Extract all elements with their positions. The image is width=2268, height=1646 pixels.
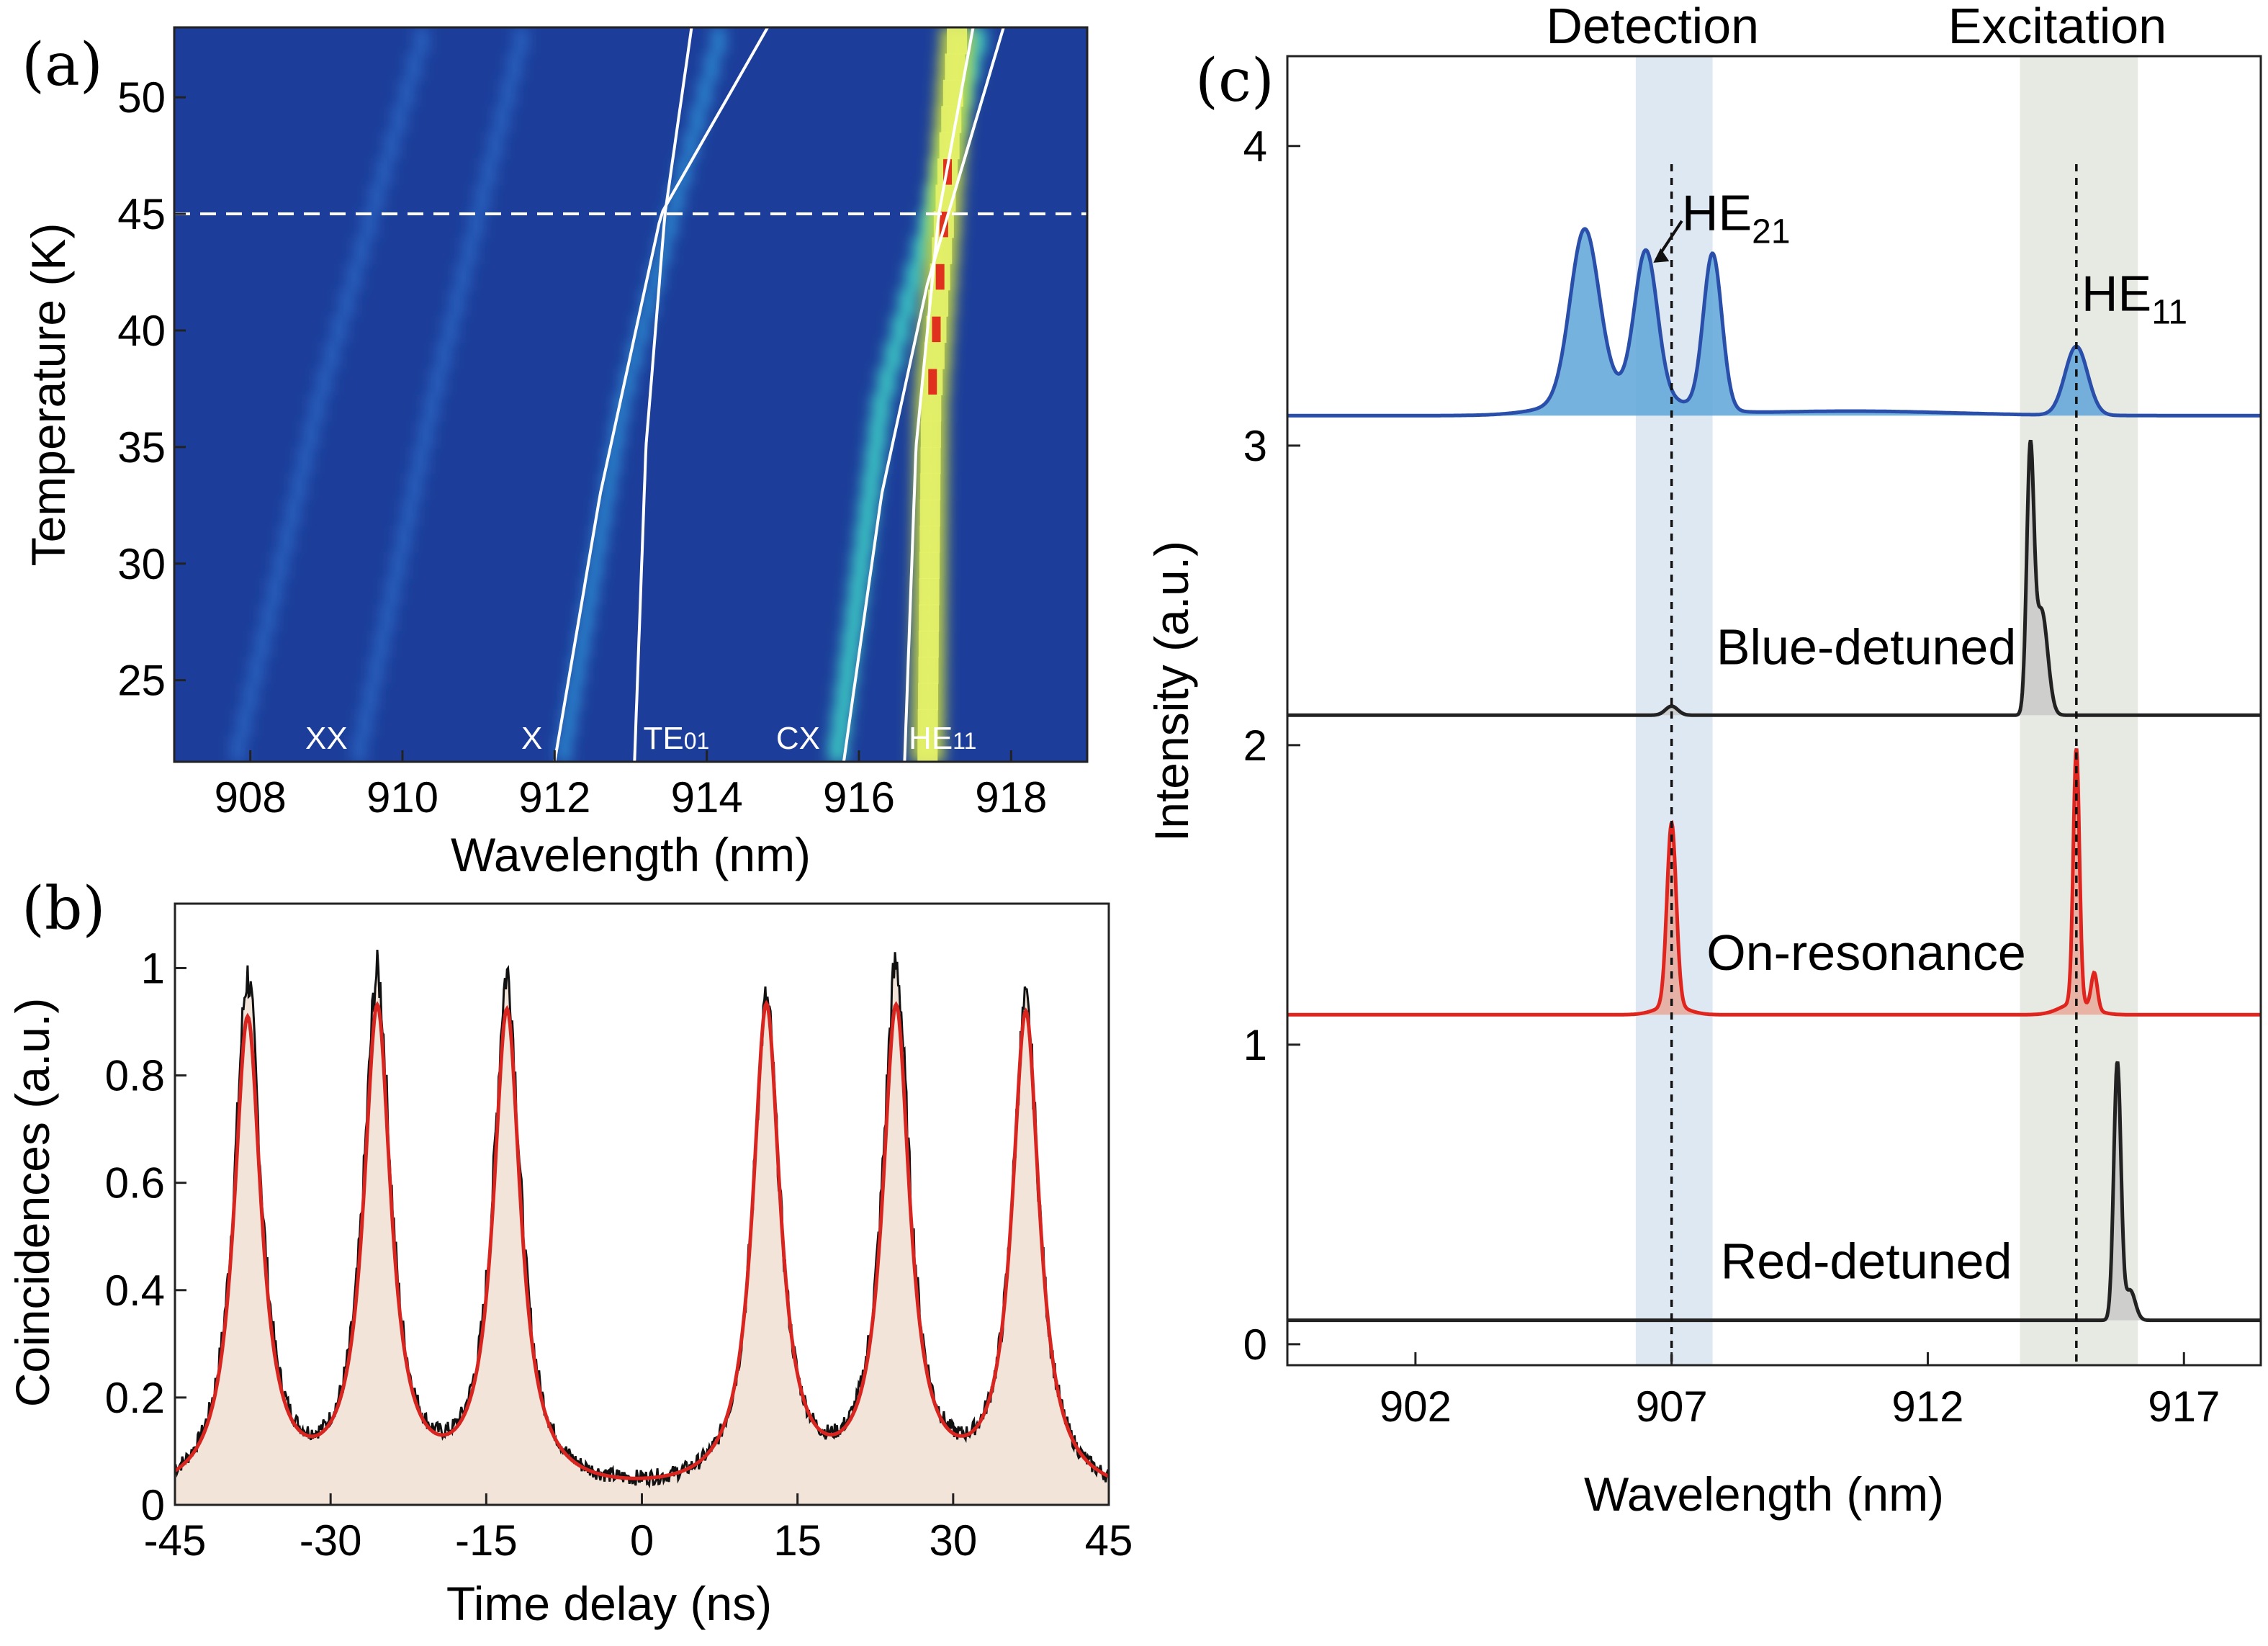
- panel-c-dashed-lines: [1670, 164, 2078, 1365]
- y-tick-label: 1: [141, 944, 165, 992]
- panel-c: (c) Detection Excitation HE21 HE11 Blue-det…: [1145, 0, 2262, 1521]
- x-tick-label: 907: [1636, 1382, 1708, 1431]
- y-tick-label: 0.8: [105, 1052, 165, 1100]
- panel-c-series-labels: HE21 HE11 Blue-detuned On-resonance Red-detu…: [1653, 184, 2187, 1289]
- panel-a-frame: [173, 26, 1089, 763]
- heatmap-ridge-x-weak: [352, 27, 528, 762]
- x-tick-label: -15: [455, 1516, 518, 1565]
- x-tick-label: 30: [929, 1516, 977, 1565]
- annotation-he11: HE11: [909, 721, 976, 756]
- y-tick-label: 4: [1243, 122, 1267, 171]
- panel-b: (b) -45 -30 -15 0 15 30 45 0 0.2 0.4 0.6 0.8 1 Time…: [6, 875, 1133, 1630]
- panel-a-y-ticks: 25 30 35 40 45 50: [117, 73, 186, 705]
- x-tick-label: 912: [1891, 1382, 1963, 1431]
- panel-a-label: (a): [22, 31, 103, 99]
- x-tick-label: 902: [1380, 1382, 1452, 1431]
- y-tick-label: 50: [117, 73, 166, 122]
- label-blue-detuned: Blue-detuned: [1716, 619, 2016, 675]
- y-tick-label: 2: [1243, 721, 1267, 770]
- x-tick-label: 910: [366, 773, 438, 822]
- x-tick-label: -30: [300, 1516, 362, 1565]
- panel-b-x-ticks: -45 -30 -15 0 15 30 45: [144, 1493, 1133, 1565]
- y-tick-label: 0.6: [105, 1159, 165, 1207]
- model-curve-he11: [903, 27, 975, 762]
- label-red-detuned: Red-detuned: [1721, 1233, 2012, 1289]
- panel-c-spectra: [1287, 227, 2261, 1323]
- model-curve-cx: [842, 27, 1005, 762]
- x-tick-label: 918: [975, 773, 1047, 822]
- panel-b-x-axis-label: Time delay (ns): [446, 1577, 772, 1630]
- annotation-x: X: [521, 721, 542, 756]
- band-label-detection: Detection: [1546, 0, 1759, 54]
- panel-c-label: (c): [1195, 47, 1274, 115]
- arrowhead-icon: [1653, 248, 1670, 263]
- y-tick-label: 45: [117, 190, 166, 238]
- y-tick-label: 40: [117, 307, 166, 355]
- spectrum-line-blue-detuned-1: [1287, 439, 2261, 717]
- y-tick-label: 0.4: [105, 1267, 165, 1315]
- panel-c-x-axis-label: Wavelength (nm): [1584, 1467, 1944, 1521]
- coincidence-fit-curve: [175, 999, 1109, 1480]
- panel-a-x-axis-label: Wavelength (nm): [451, 828, 811, 881]
- annotation-cx: CX: [776, 721, 820, 756]
- y-tick-label: 35: [117, 423, 166, 472]
- label-he21: HE21: [1682, 184, 1791, 251]
- panel-c-y-ticks: 0 1 2 3 4: [1243, 122, 1300, 1369]
- y-tick-label: 0.2: [105, 1374, 165, 1422]
- x-tick-label: 912: [518, 773, 590, 822]
- panel-b-frame: [174, 902, 1110, 1506]
- spectrum-line-he-0: [1287, 227, 2261, 418]
- spectrum-line-red-detuned-3: [1287, 1061, 2261, 1323]
- label-on-resonance: On-resonance: [1706, 925, 2026, 981]
- panel-c-frame: [1286, 55, 2262, 1367]
- panel-c-y-axis-label: Intensity (a.u.): [1145, 541, 1198, 842]
- y-tick-label: 1: [1243, 1021, 1267, 1069]
- x-tick-label: 917: [2148, 1382, 2220, 1431]
- model-curve-te01: [633, 27, 693, 762]
- x-tick-label: 0: [630, 1516, 654, 1565]
- panel-a-x-ticks: 908 910 912 914 916 918: [215, 750, 1047, 822]
- heatmap-ridge-xx: [230, 27, 429, 762]
- panel-a-annotations: XX X TE01 CX HE11: [305, 721, 976, 756]
- panel-b-plot-area: [175, 950, 1109, 1505]
- y-tick-label: 30: [117, 540, 166, 588]
- annotation-te01: TE01: [643, 721, 709, 756]
- x-tick-label: 15: [773, 1516, 822, 1565]
- label-he11: HE11: [2082, 266, 2187, 332]
- x-tick-label: 45: [1085, 1516, 1133, 1565]
- y-tick-label: 0: [1243, 1321, 1267, 1369]
- panel-c-x-ticks: 902 907 912 917: [1380, 1352, 2220, 1431]
- model-curve-x: [553, 27, 769, 762]
- x-tick-label: -45: [144, 1516, 207, 1565]
- x-tick-label: 908: [215, 773, 287, 822]
- panel-b-y-ticks: 0 0.2 0.4 0.6 0.8 1: [105, 944, 186, 1529]
- spectrum-line-on-resonance-2: [1287, 748, 2261, 1017]
- x-tick-label: 916: [823, 773, 895, 822]
- y-tick-label: 25: [117, 657, 166, 705]
- panel-b-y-axis-label: Coincidences (a.u.): [6, 998, 59, 1408]
- panel-a: (a) XX X TE01 CX HE11 908 910 912 914 916 918 253…: [22, 26, 1089, 881]
- band-label-excitation: Excitation: [1948, 0, 2166, 54]
- panel-c-band-labels: Detection Excitation: [1546, 0, 2166, 54]
- coincidence-histogram-data: [175, 950, 1109, 1489]
- y-tick-label: 0: [141, 1481, 165, 1529]
- panel-b-label: (b): [22, 875, 105, 943]
- annotation-xx: XX: [305, 721, 348, 756]
- panel-a-model-curves: [553, 27, 1005, 762]
- coincidence-histogram-fill: [175, 950, 1109, 1505]
- y-tick-label: 3: [1243, 422, 1267, 470]
- x-tick-label: 914: [671, 773, 743, 822]
- panel-a-y-axis-label: Temperature (K): [22, 223, 75, 567]
